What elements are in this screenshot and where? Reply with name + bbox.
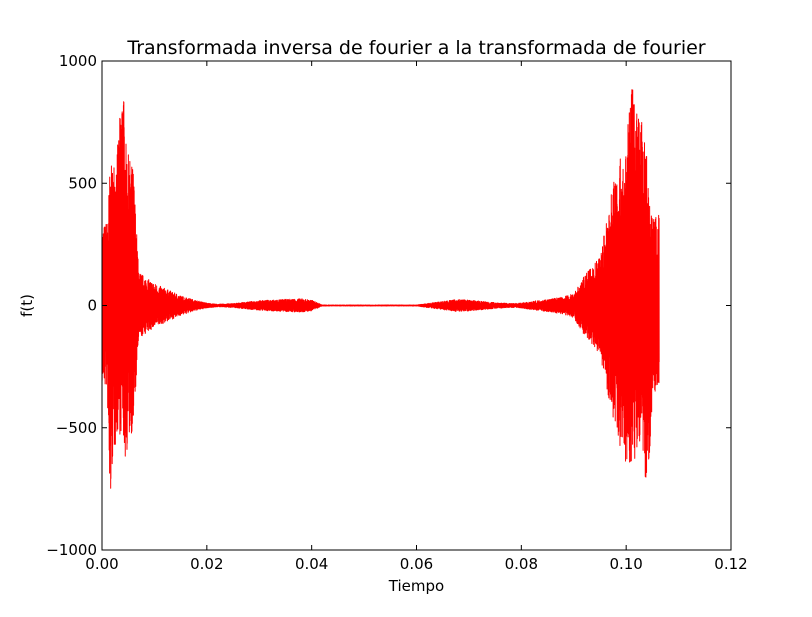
y-tick-label: −1000 [46,541,97,559]
y-axis-label: f(t) [18,294,36,317]
x-tick-label: 0.06 [400,555,433,573]
tick-layer: 0.00 0.02 0.04 0.06 0.08 0.10 0.12 −1000 −500 0 50… [46,52,747,573]
y-tick-label: 500 [68,174,97,192]
x-tick-label: 0.02 [190,555,223,573]
x-tick-label: 0.08 [505,555,538,573]
chart-title: Transformada inversa de fourier a la tra… [126,37,705,59]
y-tick-label: 1000 [59,52,97,70]
x-tick-label: 0.12 [714,555,747,573]
x-axis-label: Tiempo [388,577,444,595]
y-tick-label: 0 [87,297,97,315]
y-tick-label: −500 [56,419,97,437]
data-layer [101,89,660,489]
x-tick-label: 0.04 [295,555,328,573]
x-tick-label: 0.10 [609,555,642,573]
x-tick-label: 0.00 [85,555,118,573]
signal-line [101,89,660,489]
